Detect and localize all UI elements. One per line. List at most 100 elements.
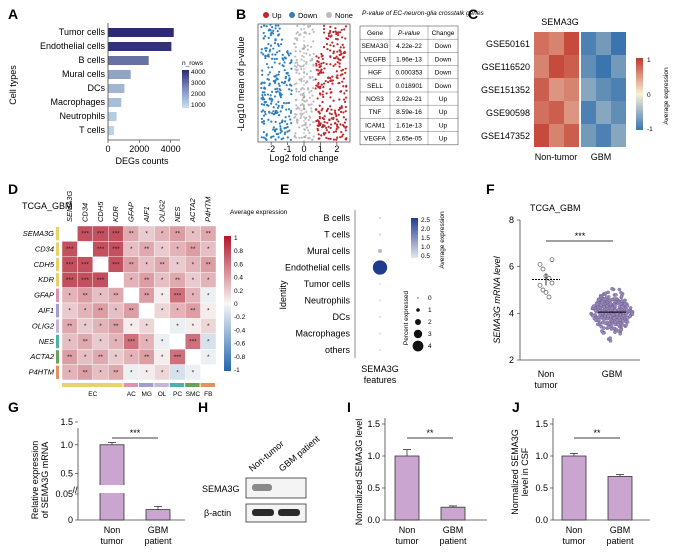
volcano-point-down xyxy=(267,73,270,76)
panel-c-group-gbm: GBM xyxy=(591,152,612,162)
panel-d-sig: *** xyxy=(112,262,120,269)
volcano-point-up xyxy=(320,109,323,112)
volcano-point-up xyxy=(326,81,330,84)
volcano-point-up xyxy=(344,126,347,129)
panel-e-category: others xyxy=(325,345,351,355)
volcano-point-down xyxy=(276,29,279,33)
volcano-point-down xyxy=(288,129,291,132)
volcano-point-down xyxy=(274,27,277,30)
bar-ytick-label: 0.0 xyxy=(367,515,380,525)
volcano-point-none xyxy=(293,65,296,68)
panel-d-legend-tick: -1 xyxy=(234,367,240,374)
volcano-point-up xyxy=(322,24,326,27)
volcano-point-none xyxy=(308,53,311,57)
panel-i-cat1-b: tumor xyxy=(395,536,418,546)
volcano-point-down xyxy=(261,91,264,94)
blot-actin-band-gbm xyxy=(278,509,300,516)
panel-f-point-gbm xyxy=(603,297,608,302)
volcano-point-none xyxy=(309,77,312,80)
panel-d-group-bar xyxy=(169,383,185,387)
volcano-point-down xyxy=(273,42,277,45)
volcano-point-up xyxy=(328,112,331,115)
volcano-point-down xyxy=(272,106,275,109)
table-cell: SELL xyxy=(367,83,383,90)
volcano-point-none xyxy=(304,62,308,65)
panel-d-cell xyxy=(184,364,201,381)
volcano-point-up xyxy=(322,71,325,74)
volcano-point-down xyxy=(277,100,280,103)
panel-c-group-nontumor: Non-tumor xyxy=(535,152,578,162)
panel-d-legend-tick: 0.2 xyxy=(234,288,243,295)
panel-d-row-group-bar xyxy=(56,242,59,256)
panel-b-table-title: P-value of EC-neuron-glia crosstalk gene… xyxy=(362,10,485,17)
panel-f-point-gbm xyxy=(610,287,614,291)
volcano-point-up xyxy=(341,80,344,83)
volcano-point-none xyxy=(299,112,302,115)
volcano-point-none xyxy=(296,24,299,27)
panel-d-sig: * xyxy=(176,308,179,315)
volcano-point-down xyxy=(277,33,281,36)
panel-d-row-group-bar xyxy=(56,273,59,287)
volcano-point-none xyxy=(294,46,297,49)
panel-e-dot xyxy=(377,248,383,254)
panel-g-cat1-a: Non xyxy=(104,525,121,535)
panel-d-sig: ** xyxy=(113,369,119,376)
volcano-point-none xyxy=(299,93,303,96)
volcano-point-up xyxy=(327,137,330,140)
volcano-point-none xyxy=(295,82,298,85)
panel-d-sig: ** xyxy=(129,231,135,238)
table-cell: Up xyxy=(439,96,448,103)
panel-label-d: D xyxy=(8,181,18,197)
volcano-point-down xyxy=(262,136,265,139)
volcano-point-down xyxy=(277,132,280,136)
volcano-point-up xyxy=(316,97,319,100)
panel-d-row-group-bar xyxy=(56,288,59,302)
panel-e-legend-avg-tick: 2.0 xyxy=(421,226,430,233)
panel-d-sig: *** xyxy=(66,277,74,284)
panel-f-point-gbm xyxy=(606,314,610,319)
panel-d-sig: ** xyxy=(113,323,119,330)
panel-d-sig: *** xyxy=(112,246,120,253)
volcano-point-down xyxy=(262,24,266,27)
panel-d-row-label: GFAP xyxy=(34,291,54,300)
panel-d-sig: * xyxy=(192,292,195,299)
panel-c-cell xyxy=(596,101,611,124)
panel-d-sig: *** xyxy=(81,262,89,269)
volcano-point-down xyxy=(290,84,293,87)
volcano-point-down xyxy=(275,51,279,54)
panel-d-sig: * xyxy=(145,323,148,330)
volcano-point-none xyxy=(300,136,303,139)
table-cell: Down xyxy=(435,43,452,50)
volcano-point-up xyxy=(329,77,332,80)
volcano-point-down xyxy=(290,89,293,92)
volcano-point-down xyxy=(269,32,273,35)
panel-f-point-gbm xyxy=(624,323,628,327)
panel-d-sig: ** xyxy=(67,323,73,330)
volcano-point-down xyxy=(260,48,263,51)
panel-f-point-nontumor xyxy=(549,280,555,286)
table-header-cell: P-value xyxy=(398,30,420,37)
panel-d-sig: * xyxy=(130,369,133,376)
volcano-point-down xyxy=(286,125,289,129)
bar-ytick-label: 0 xyxy=(68,515,73,525)
volcano-point-down xyxy=(277,104,280,107)
panel-a-bar xyxy=(108,42,172,51)
volcano-point-down xyxy=(284,116,287,119)
panel-g-ylabel-line2: of SEMA3G mRNA xyxy=(40,442,50,519)
volcano-point-up xyxy=(334,130,338,133)
volcano-point-none xyxy=(295,71,298,74)
panel-d-sig: ** xyxy=(190,246,196,253)
volcano-point-up xyxy=(327,125,330,128)
panel-d-sig: ** xyxy=(175,277,181,284)
panel-d-col-label: AIF1 xyxy=(142,206,151,223)
panel-d-row-group-bar xyxy=(56,365,59,379)
panel-c-cell xyxy=(549,32,564,55)
panel-a-category: T cells xyxy=(79,125,105,135)
volcano-point-down xyxy=(279,127,282,130)
panel-a-bar xyxy=(108,126,114,135)
panel-f-ytick-label: 6 xyxy=(509,262,514,272)
table-header-cell: Gene xyxy=(367,30,383,37)
panel-i-significance: ** xyxy=(426,428,434,438)
volcano-point-down xyxy=(274,120,277,124)
volcano-point-up xyxy=(323,115,326,118)
